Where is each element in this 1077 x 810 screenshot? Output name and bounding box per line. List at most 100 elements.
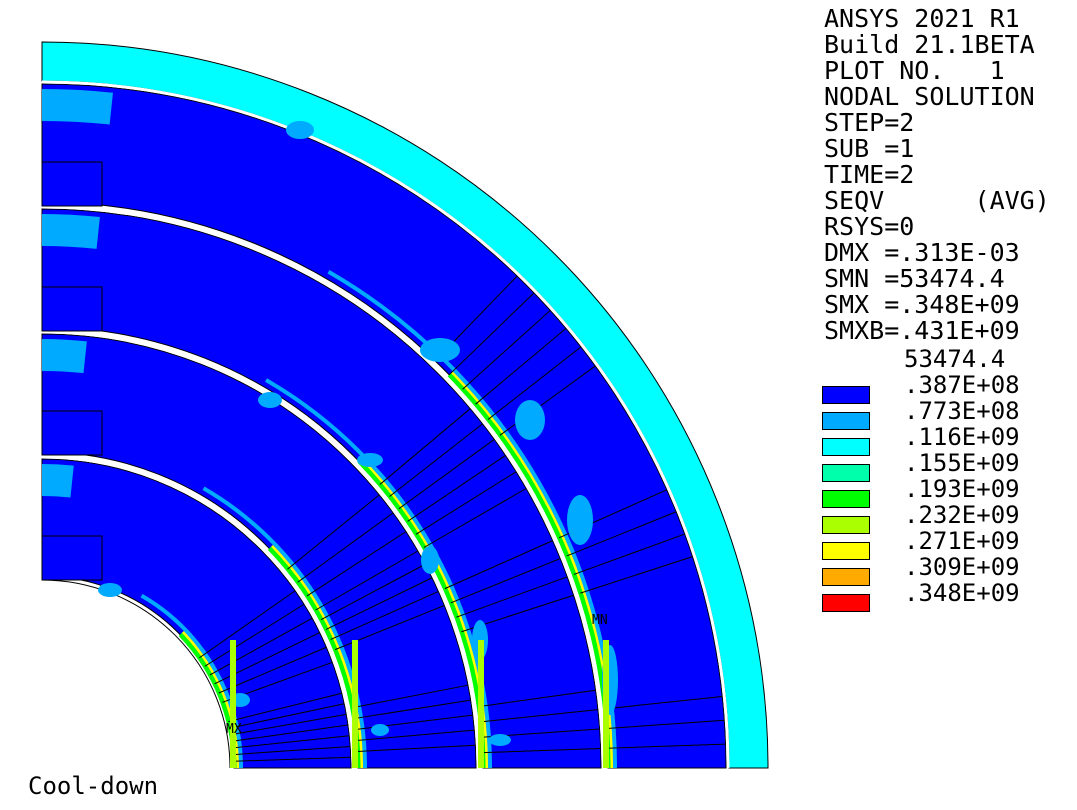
segment-line	[487, 346, 582, 420]
segment-line	[604, 696, 723, 710]
segment-line	[448, 292, 535, 376]
segment-line	[566, 511, 677, 557]
segment-line	[462, 309, 551, 390]
edge-patch	[42, 339, 87, 374]
layer-gap	[41, 455, 355, 769]
edge-stress-strip	[478, 640, 484, 768]
inner-boundary-mid	[140, 593, 243, 769]
segment-line	[398, 439, 495, 510]
mn-marker: MN	[592, 613, 608, 628]
legend-swatch	[822, 438, 870, 456]
legend-row: .116E+09	[822, 423, 1072, 456]
contour-legend: 53474.4.387E+08.773E+08.116E+09.155E+09.…	[822, 345, 1072, 612]
segment-line	[218, 646, 327, 694]
solution-info-block: ANSYS 2021 R1 Build 21.1BETA PLOT NO. 1 NOD…	[824, 6, 1074, 344]
segment-line	[478, 689, 596, 708]
info-line: PLOT NO. 1	[824, 56, 1005, 85]
segment-line	[287, 494, 380, 570]
legend-swatch	[822, 594, 870, 612]
edge-stress-strip	[352, 640, 358, 768]
segment-line	[480, 709, 598, 723]
info-line: SMX =.348E+09	[824, 290, 1020, 319]
legend-label: .155E+09	[904, 449, 1020, 477]
segment-line	[423, 488, 527, 548]
info-line: SEQV (AVG)	[824, 186, 1050, 215]
segment-line	[456, 576, 568, 618]
stress-patch	[357, 453, 383, 467]
segment-line	[330, 591, 439, 640]
legend-row: .155E+09	[822, 449, 1072, 482]
info-line: SMN =53474.4	[824, 264, 1005, 293]
segment-line	[306, 531, 407, 597]
info-line: TIME=2	[824, 160, 915, 189]
segment-line	[354, 699, 471, 720]
segment-line	[229, 703, 345, 729]
key-notch	[41, 410, 103, 456]
info-line: SMXB=.431E+09	[824, 316, 1020, 345]
segment-line	[482, 747, 601, 754]
info-line: Build 21.1BETA	[824, 30, 1035, 59]
layer-gap	[41, 205, 605, 769]
segment-line	[407, 454, 506, 522]
segment-line	[357, 744, 476, 752]
edge-patch	[42, 89, 113, 125]
legend-row: .232E+09	[822, 501, 1072, 534]
stress-patch	[421, 546, 439, 574]
key-notch	[41, 535, 103, 581]
segment-line	[450, 558, 561, 604]
layer-gap	[41, 80, 730, 769]
legend-label: .232E+09	[904, 501, 1020, 529]
info-line: SUB =1	[824, 134, 915, 163]
edge-patch	[42, 464, 74, 498]
legend-row: .271E+09	[822, 527, 1072, 560]
legend-label: .348E+09	[904, 579, 1020, 607]
legend-label: .387E+08	[904, 371, 1020, 399]
segment-line	[415, 471, 517, 535]
segment-line	[475, 327, 567, 405]
key-notch	[41, 161, 103, 207]
inner-boundary-peak	[181, 630, 240, 769]
legend-label: .773E+08	[904, 397, 1020, 425]
plot-caption: Cool-down	[28, 772, 159, 800]
legend-label: 53474.4	[904, 345, 1006, 373]
segment-line	[198, 590, 296, 659]
segment-line	[580, 556, 693, 594]
segment-line	[315, 550, 419, 611]
segment-line	[356, 729, 475, 741]
legend-swatch	[822, 464, 870, 482]
segment-line	[228, 692, 342, 723]
segment-line	[230, 713, 347, 736]
segment-line	[297, 512, 394, 583]
legend-label: .271E+09	[904, 527, 1020, 555]
segment-line	[204, 603, 305, 667]
info-line: ANSYS 2021 R1	[824, 4, 1020, 33]
legend-label: .116E+09	[904, 423, 1020, 451]
info-line: RSYS=0	[824, 212, 915, 241]
segment-line	[573, 533, 685, 575]
segment-line	[233, 756, 351, 762]
info-line: NODAL SOLUTION	[824, 82, 1035, 111]
segment-line	[389, 423, 483, 497]
segment-line	[232, 724, 349, 742]
stress-patch	[286, 121, 314, 139]
edge-stress-strip	[230, 640, 236, 768]
stress-patch	[489, 734, 511, 746]
legend-row: .309E+09	[822, 553, 1072, 586]
legend-swatch	[822, 516, 870, 534]
stress-patch	[98, 583, 122, 597]
info-line: DMX =.313E-03	[824, 238, 1020, 267]
legend-label: .309E+09	[904, 553, 1020, 581]
legend-row: .387E+08	[822, 371, 1072, 404]
legend-swatch	[822, 386, 870, 404]
stress-patch	[567, 495, 593, 545]
legend-row: .773E+08	[822, 397, 1072, 430]
legend-label: .193E+09	[904, 475, 1020, 503]
layer-gap	[41, 330, 480, 769]
info-line: STEP=2	[824, 108, 915, 137]
segment-line	[232, 735, 350, 749]
edge-stress-strip	[603, 640, 609, 768]
edge-patch	[42, 214, 100, 249]
key-notch	[41, 286, 103, 332]
segment-line	[325, 577, 433, 630]
stress-patch	[515, 400, 545, 440]
